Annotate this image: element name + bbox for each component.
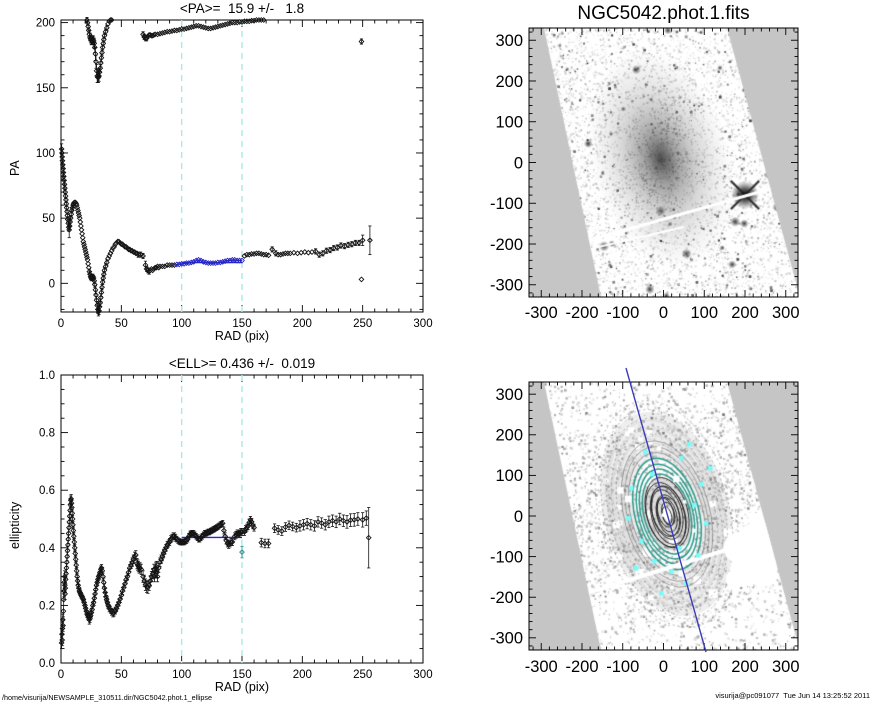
svg-text:0: 0 [49,278,55,290]
svg-text:0.4: 0.4 [39,543,56,555]
user-timestamp: visurija@pc091077 Tue Jun 14 13:25:52 20… [715,691,870,700]
svg-text:100: 100 [172,669,191,681]
svg-text:100: 100 [495,467,523,485]
ellipticity-plot: 0 50 100 150 200 250 300 0.0 0.2 0.4 0.6 0.8 1.0 [39,370,433,681]
svg-text:100: 100 [172,318,191,330]
svg-text:-100: -100 [490,195,523,213]
svg-text:100: 100 [690,658,718,676]
svg-text:200: 200 [36,18,55,30]
series-ell_main [58,494,370,649]
pa-y-axis-label: PA [8,160,22,176]
ell-x-axis-label: RAD (pix) [214,680,270,694]
svg-text:150: 150 [232,318,251,330]
svg-text:100: 100 [36,148,55,160]
svg-text:200: 200 [495,73,523,91]
series-ell_last_big_error [365,507,372,569]
svg-text:200: 200 [731,304,759,322]
svg-text:200: 200 [293,318,312,330]
svg-text:0: 0 [514,508,523,526]
svg-text:0: 0 [659,304,668,322]
output-file-path: /home/visurija/NEWSAMPLE_310511.dir/NGC5… [2,693,213,702]
svg-text:0: 0 [58,318,64,330]
svg-text:300: 300 [772,304,800,322]
ell-y-axis-label: ellipticity [8,501,22,549]
svg-text:300: 300 [413,669,432,681]
svg-text:-300: -300 [525,658,558,676]
contour-image-axes: -300 -200 -100 0 100 200 300 -300 -200 -100 0 100 20… [490,381,800,676]
svg-text:0: 0 [514,154,523,172]
svg-text:-200: -200 [565,658,598,676]
fits-image-axes: -300 -200 -100 0 100 200 300 -300 -200 -100 0 100 20… [490,27,800,322]
series-pa_plus_180 [84,16,267,83]
svg-text:0.8: 0.8 [39,428,55,440]
svg-text:0: 0 [659,658,668,676]
pa-plot-title: <PA>= 15.9 +/- 1.8 [179,1,305,16]
svg-text:300: 300 [772,658,800,676]
svg-text:-200: -200 [490,589,523,607]
svg-text:200: 200 [293,669,312,681]
ell-plot-title: <ELL>= 0.436 +/- 0.019 [168,356,316,371]
svg-text:200: 200 [495,427,523,445]
svg-text:300: 300 [495,386,523,404]
pa-plot: 0 50 100 150 200 250 300 0 50 100 150 200 [36,18,433,330]
svg-text:150: 150 [36,83,55,95]
galaxy-fits-image [529,28,798,297]
pa-x-axis-label: RAD (pix) [214,329,270,343]
svg-text:50: 50 [115,318,128,330]
svg-text:0.2: 0.2 [39,600,55,612]
svg-text:250: 250 [353,669,372,681]
svg-text:-200: -200 [490,236,523,254]
svg-text:-200: -200 [565,304,598,322]
series-ell_teal_outlier [239,545,245,559]
svg-text:100: 100 [690,304,718,322]
svg-text:0: 0 [58,669,64,681]
svg-text:50: 50 [42,213,55,225]
svg-text:-100: -100 [490,548,523,566]
major-axis-line [625,367,707,653]
svg-text:300: 300 [495,32,523,50]
fits-image-title: NGC5042.phot.1.fits [577,3,750,24]
pa-plot-content [58,16,373,317]
series-pa_lower [58,143,373,317]
svg-text:100: 100 [495,114,523,132]
svg-text:-300: -300 [490,630,523,648]
isophote-contour-image [529,382,798,650]
svg-text:0.0: 0.0 [39,658,55,670]
svg-text:-100: -100 [606,658,639,676]
svg-text:50: 50 [115,669,128,681]
series-pa_fit_region [173,256,245,268]
svg-text:1.0: 1.0 [39,370,55,382]
svg-text:200: 200 [731,658,759,676]
svg-text:300: 300 [413,318,432,330]
svg-text:-100: -100 [606,304,639,322]
svg-text:150: 150 [232,669,251,681]
svg-text:-300: -300 [490,277,523,295]
ellipticity-plot-content [58,375,372,663]
svg-text:-300: -300 [525,304,558,322]
svg-text:250: 250 [353,318,372,330]
svg-text:0.6: 0.6 [39,485,55,497]
series-pa_outliers [358,38,365,283]
